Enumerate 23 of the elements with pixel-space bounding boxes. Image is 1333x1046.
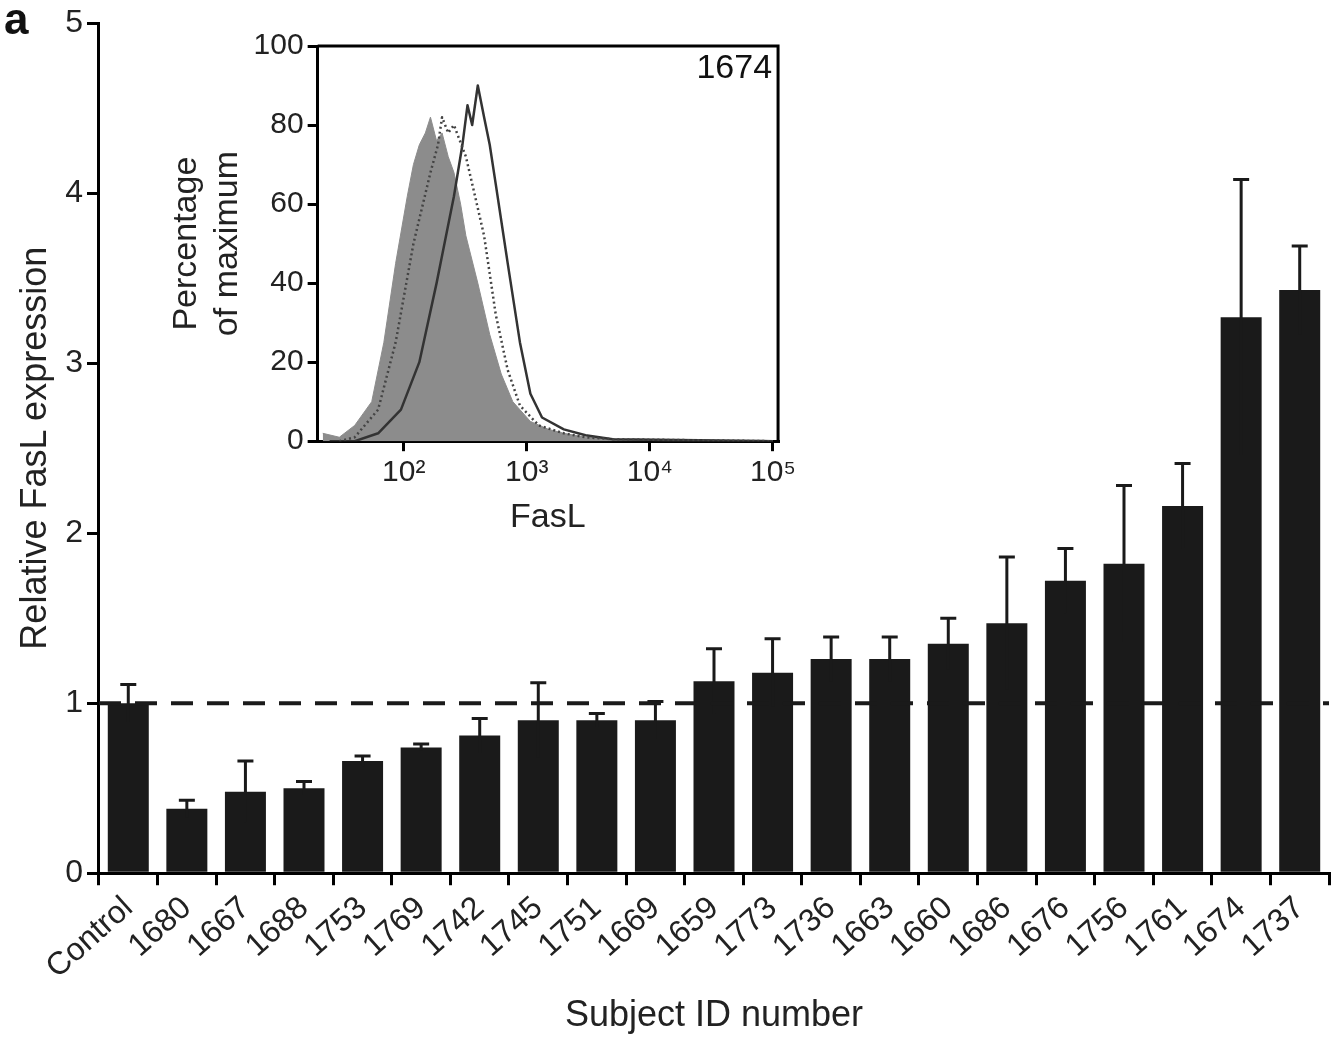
y-tick-label: 20 bbox=[270, 343, 304, 377]
y-tick-label: 3 bbox=[65, 343, 83, 380]
y-tick-label: 40 bbox=[270, 264, 304, 298]
x-tick-label: 10⁵ bbox=[750, 454, 796, 488]
y-tick-label: 5 bbox=[65, 3, 83, 40]
y-tick-label: 1 bbox=[65, 683, 83, 720]
y-axis-title: Percentage of maximum bbox=[164, 151, 244, 337]
y-tick-label: 4 bbox=[65, 173, 83, 210]
x-axis-title: Subject ID number bbox=[564, 993, 864, 1035]
y-tick-label: 0 bbox=[65, 853, 83, 890]
y-tick-label: 2 bbox=[65, 513, 83, 550]
x-tick-label: 10⁴ bbox=[626, 454, 674, 488]
text: a bbox=[4, 0, 29, 44]
y-tick-label: 60 bbox=[270, 185, 304, 219]
y-tick-label: 0 bbox=[286, 422, 304, 456]
y-axis-title: Relative FasL expression bbox=[12, 246, 54, 650]
y-tick-label: 100 bbox=[253, 27, 304, 61]
annotation: 1674 bbox=[696, 47, 773, 86]
x-axis-title: FasL bbox=[510, 495, 586, 534]
x-tick-label: 10³ bbox=[505, 454, 549, 488]
y-tick-label: 80 bbox=[270, 106, 304, 140]
x-tick-label: 10² bbox=[382, 454, 426, 488]
bar bbox=[400, 747, 442, 872]
